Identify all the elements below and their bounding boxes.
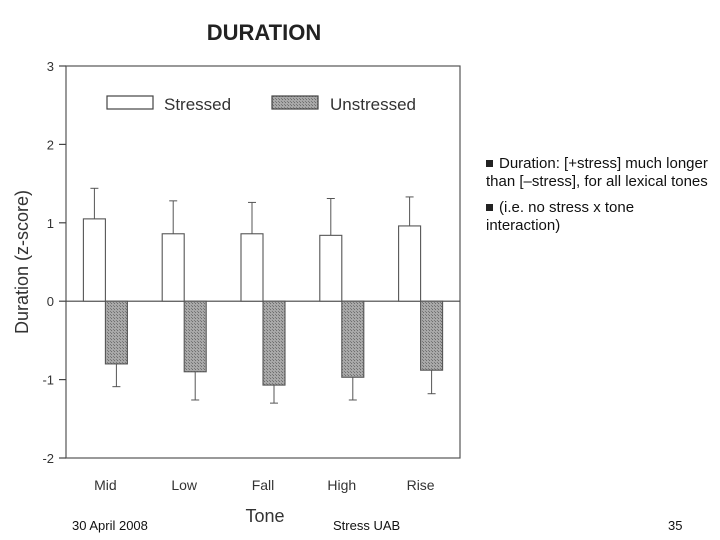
bullet-item: Duration: [+stress] much longer than [–s… xyxy=(486,155,712,191)
x-axis-label: Tone xyxy=(245,506,284,526)
x-tick-label: Rise xyxy=(407,477,435,493)
bullet-text: Duration: [+stress] much longer than [–s… xyxy=(486,155,708,190)
bar-unstressed xyxy=(420,300,444,371)
legend-swatch-unstressed xyxy=(271,95,319,110)
legend: Stressed Unstressed xyxy=(106,95,416,114)
bullet-text: (i.e. no stress x tone interaction) xyxy=(486,199,635,234)
x-tick-label: Fall xyxy=(252,477,275,493)
square-bullet-icon xyxy=(486,159,493,167)
y-tick-label: 1 xyxy=(47,216,54,231)
x-tick-label: Mid xyxy=(94,477,117,493)
bar-stressed xyxy=(82,218,106,302)
footer-center-text: Stress UAB xyxy=(333,518,401,533)
bar-unstressed xyxy=(262,300,286,386)
chart-title: DURATION xyxy=(207,20,321,45)
square-bullet-icon xyxy=(486,203,493,211)
bullet-list: Duration: [+stress] much longer than [–s… xyxy=(486,155,712,243)
legend-label-stressed: Stressed xyxy=(164,95,231,114)
y-tick-label: -1 xyxy=(42,373,54,388)
y-tick-label: 3 xyxy=(47,59,54,74)
bar-stressed xyxy=(161,233,185,302)
x-tick-label: Low xyxy=(171,477,198,493)
y-tick-label: 0 xyxy=(47,294,54,309)
y-axis-label: Duration (z-score) xyxy=(12,190,32,334)
slide-number: 35 xyxy=(668,518,683,533)
bar-stressed xyxy=(240,233,264,302)
plot-area: -2 -1 0 1 2 3 Mid Low Fall High Rise xyxy=(42,59,461,493)
bar-stressed xyxy=(398,225,422,302)
bullet-item: (i.e. no stress x tone interaction) xyxy=(486,199,712,235)
legend-label-unstressed: Unstressed xyxy=(330,95,416,114)
footer-date: 30 April 2008 xyxy=(72,518,148,533)
bar-unstressed xyxy=(104,300,128,365)
bar-stressed xyxy=(319,234,343,302)
bar-unstressed xyxy=(341,300,365,378)
bar-unstressed xyxy=(183,300,207,373)
y-tick-label: 2 xyxy=(47,137,54,152)
plot-frame xyxy=(65,65,461,459)
y-tick-label: -2 xyxy=(42,451,54,466)
legend-swatch-stressed xyxy=(106,95,154,110)
x-tick-label: High xyxy=(327,477,356,493)
